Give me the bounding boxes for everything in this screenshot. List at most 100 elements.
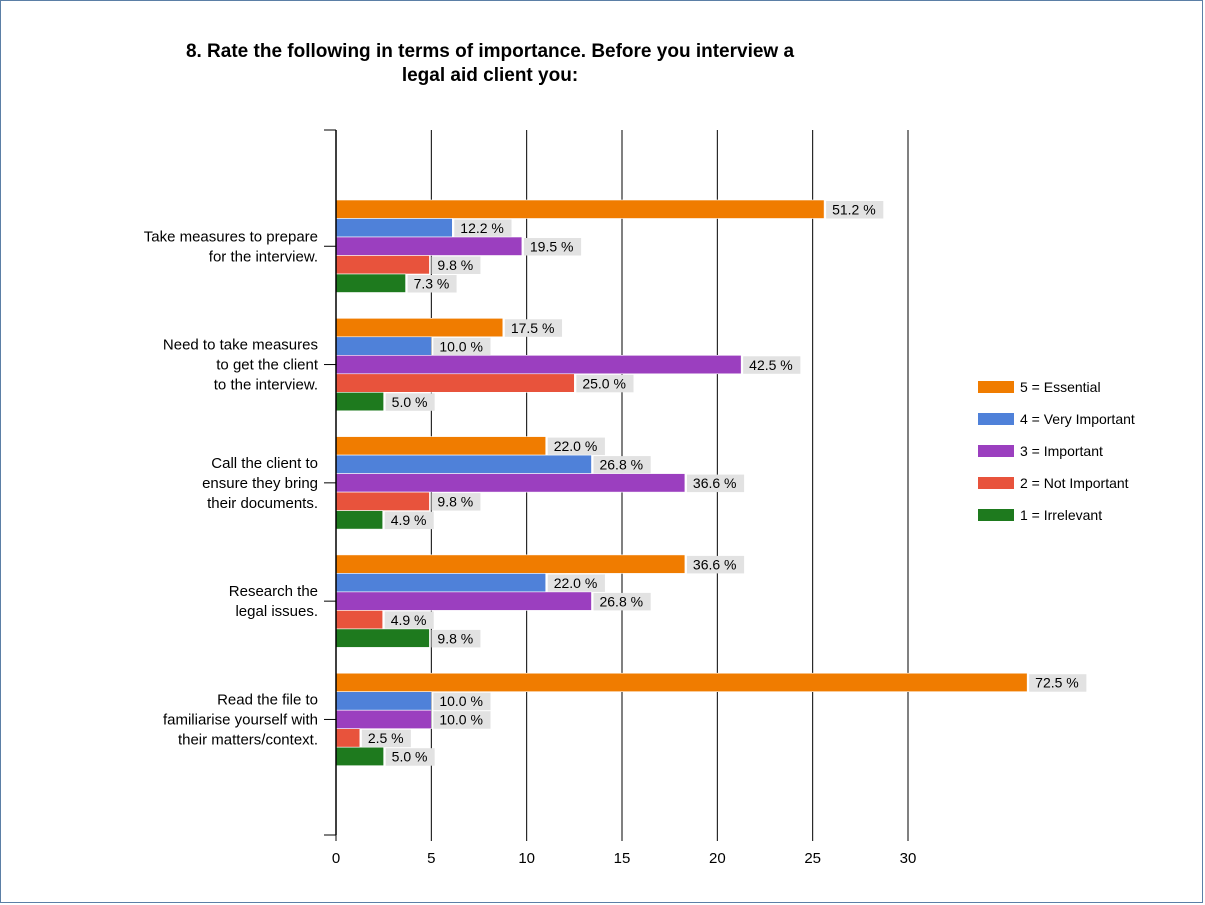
data-label-bg-4-2 (433, 711, 491, 729)
category-label-2-0: Call the client to (211, 455, 318, 472)
data-label-bg-1-1 (433, 337, 491, 356)
data-label-2-0: 22.0 % (554, 438, 598, 454)
bar-0-2 (335, 236, 523, 256)
x-tick-label-15: 15 (614, 850, 631, 867)
data-label-0-0: 51.2 % (832, 202, 876, 218)
data-label-bg-3-0 (686, 555, 745, 574)
x-tick-label-5: 5 (427, 850, 435, 867)
bar-2-3 (335, 491, 430, 511)
bar-0-3 (335, 255, 430, 275)
data-label-4-4: 5.0 % (392, 749, 428, 765)
bar-3-2 (335, 591, 592, 611)
data-label-bg-4-3 (361, 729, 411, 748)
category-label-2-1: ensure they bring (202, 475, 318, 492)
category-label-1-0: Need to take measures (163, 337, 318, 354)
legend-swatch-2 (978, 445, 1014, 457)
data-label-3-3: 4.9 % (391, 612, 427, 628)
legend-label-4: 1 = Irrelevant (1020, 507, 1102, 523)
data-label-1-1: 10.0 % (439, 338, 483, 354)
bar-4-4 (335, 746, 384, 767)
category-label-4-1: familiarise yourself with (163, 711, 318, 728)
data-label-bg-0-3 (431, 256, 481, 274)
bar-3-3 (335, 610, 384, 630)
category-label-4-2: their matters/context. (178, 731, 318, 748)
data-label-4-3: 2.5 % (368, 730, 404, 746)
data-label-bg-2-4 (384, 511, 434, 530)
category-label-2-2: their documents. (207, 495, 318, 512)
legend-label-3: 2 = Not Important (1020, 475, 1129, 491)
legend-swatch-1 (978, 413, 1014, 425)
data-label-3-1: 22.0 % (554, 575, 598, 591)
data-label-3-0: 36.6 % (693, 556, 737, 572)
category-label-4-0: Read the file to (217, 691, 318, 708)
data-label-3-2: 26.8 % (599, 593, 643, 609)
x-tick-label-25: 25 (804, 850, 821, 867)
bar-3-4 (335, 628, 430, 648)
legend-label-2: 3 = Important (1020, 443, 1103, 459)
category-label-3-1: legal issues. (235, 603, 318, 620)
legend-label-1: 4 = Very Important (1020, 411, 1135, 427)
category-label-1-1: to get the client (216, 357, 319, 374)
data-label-bg-4-0 (1029, 674, 1087, 692)
data-label-4-0: 72.5 % (1035, 675, 1079, 691)
data-label-2-1: 26.8 % (599, 457, 643, 473)
data-label-bg-0-2 (523, 238, 582, 256)
data-label-1-4: 5.0 % (392, 394, 428, 410)
bar-3-0 (335, 554, 686, 574)
data-label-bg-3-2 (593, 592, 651, 611)
data-label-0-2: 19.5 % (530, 239, 574, 255)
data-label-bg-1-4 (385, 393, 435, 411)
legend-swatch-4 (978, 509, 1014, 521)
category-label-3-0: Research the (229, 583, 318, 600)
data-label-1-2: 42.5 % (749, 357, 793, 373)
chart-title: 8. Rate the following in terms of import… (60, 40, 920, 88)
bar-2-0 (335, 436, 547, 456)
category-label-1-2: to the interview. (214, 377, 318, 394)
bar-4-2 (335, 709, 432, 730)
data-label-bg-3-3 (384, 611, 434, 629)
data-label-bg-0-4 (407, 275, 457, 293)
bar-1-2 (335, 354, 742, 375)
x-tick-label-10: 10 (518, 850, 535, 867)
category-label-0-1: for the interview. (209, 248, 318, 265)
bar-4-3 (335, 728, 361, 748)
chart-title-line-2: legal aid client you: (401, 65, 579, 86)
bar-2-1 (335, 454, 592, 474)
data-label-bg-2-0 (547, 437, 605, 456)
data-label-2-4: 4.9 % (391, 512, 427, 528)
data-label-3-4: 9.8 % (437, 630, 473, 646)
x-tick-label-0: 0 (332, 850, 340, 867)
data-label-bg-0-0 (826, 201, 884, 219)
data-label-bg-2-3 (431, 493, 481, 511)
bar-4-1 (335, 691, 432, 711)
bar-1-0 (335, 317, 504, 338)
data-label-2-2: 36.6 % (693, 475, 737, 491)
data-label-0-1: 12.2 % (460, 220, 504, 236)
data-label-bg-2-1 (593, 456, 651, 474)
data-label-bg-1-3 (576, 374, 634, 393)
data-label-4-2: 10.0 % (439, 712, 483, 728)
legend-swatch-0 (978, 381, 1014, 393)
bar-2-4 (335, 510, 384, 530)
data-label-0-4: 7.3 % (414, 276, 450, 292)
bar-0-1 (335, 218, 453, 238)
bar-1-1 (335, 336, 432, 356)
data-label-1-3: 25.0 % (582, 375, 626, 391)
legend-label-0: 5 = Essential (1020, 379, 1101, 395)
data-label-0-3: 9.8 % (437, 257, 473, 273)
data-label-bg-3-1 (547, 574, 605, 592)
data-label-2-3: 9.8 % (437, 494, 473, 510)
data-label-1-0: 17.5 % (511, 320, 555, 336)
data-label-bg-4-1 (433, 692, 491, 711)
bar-1-3 (335, 373, 575, 393)
x-tick-label-20: 20 (709, 850, 726, 867)
data-label-4-1: 10.0 % (439, 693, 483, 709)
bar-2-2 (335, 473, 686, 493)
bar-3-1 (335, 573, 547, 593)
bar-0-0 (335, 199, 825, 219)
data-label-bg-1-0 (504, 319, 563, 337)
bar-1-4 (335, 391, 384, 412)
legend-swatch-3 (978, 477, 1014, 489)
